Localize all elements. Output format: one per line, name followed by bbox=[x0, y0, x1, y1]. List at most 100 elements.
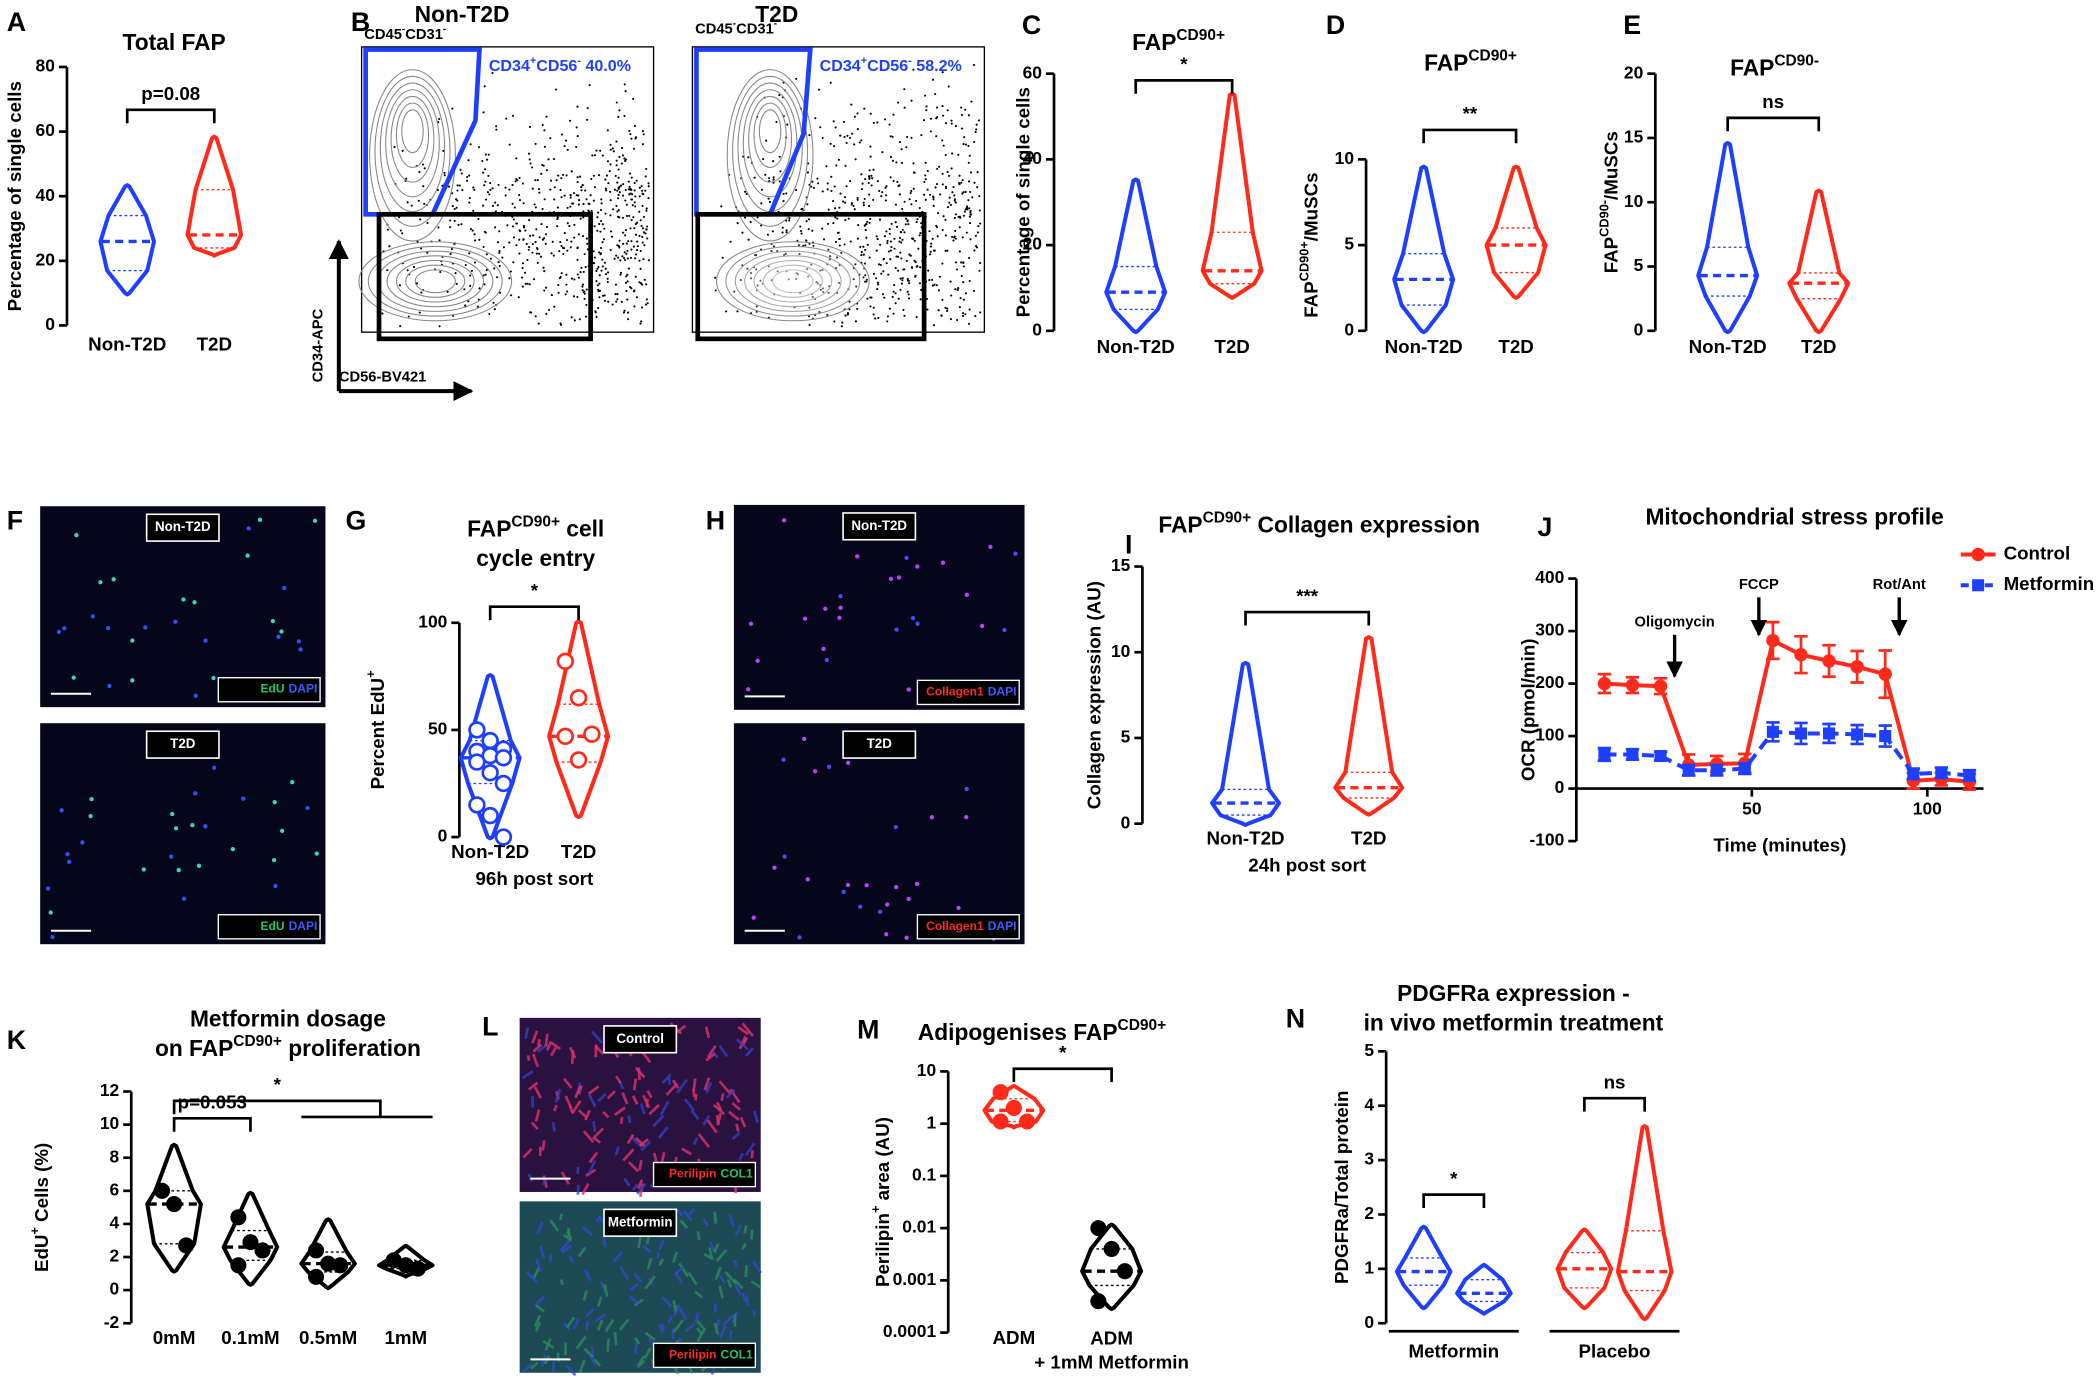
event-dot bbox=[903, 88, 906, 91]
event-dot bbox=[615, 254, 618, 257]
cell-texture bbox=[606, 1338, 610, 1352]
event-dot bbox=[806, 203, 809, 206]
event-dot bbox=[438, 325, 441, 328]
event-dot bbox=[862, 245, 865, 248]
event-dot bbox=[616, 298, 619, 301]
event-dot bbox=[892, 179, 895, 183]
event-dot bbox=[964, 313, 967, 316]
cell-texture bbox=[712, 1104, 726, 1116]
text-part: + 1mM Metformin bbox=[1034, 1352, 1189, 1373]
nucleus bbox=[89, 796, 94, 802]
event-dot bbox=[878, 218, 882, 221]
event-dot bbox=[484, 273, 487, 276]
event-dot bbox=[595, 149, 598, 152]
cell-texture bbox=[672, 1251, 679, 1263]
event-dot bbox=[615, 159, 618, 162]
nucleus bbox=[826, 764, 832, 769]
event-dot bbox=[626, 298, 629, 301]
marker bbox=[1766, 725, 1779, 738]
cell-texture bbox=[570, 1050, 575, 1064]
cell-texture bbox=[562, 1077, 573, 1089]
annotation: Oligomycin bbox=[1635, 615, 1715, 631]
event-dot bbox=[941, 262, 944, 265]
event-dot bbox=[418, 311, 421, 314]
event-dot bbox=[513, 206, 516, 209]
event-dot bbox=[844, 219, 847, 222]
y-tick-label: 10 bbox=[100, 1113, 119, 1133]
event-dot bbox=[942, 144, 945, 147]
event-dot bbox=[888, 123, 891, 126]
event-dot bbox=[935, 226, 939, 229]
contour bbox=[753, 102, 787, 168]
significance-bracket bbox=[1244, 610, 1371, 626]
cell-texture bbox=[644, 1331, 656, 1342]
event-dot bbox=[575, 194, 578, 197]
event-dot bbox=[938, 275, 941, 278]
annotation: Rot/Ant bbox=[1873, 577, 1926, 593]
event-dot bbox=[869, 217, 872, 221]
x-tick-label: T2D bbox=[1801, 336, 1836, 357]
x-tick-label: ADM bbox=[992, 1327, 1035, 1348]
tile-label: Control bbox=[616, 1031, 664, 1046]
y-tick-label: 100 bbox=[1535, 725, 1564, 745]
event-dot bbox=[749, 272, 753, 275]
event-dot bbox=[552, 254, 555, 257]
event-dot bbox=[876, 180, 880, 183]
significance-bracket bbox=[1726, 116, 1821, 132]
cell-texture bbox=[657, 1239, 665, 1251]
event-dot bbox=[483, 230, 486, 233]
tile-label-box bbox=[603, 1208, 678, 1237]
cell-texture bbox=[527, 1173, 533, 1182]
event-dot bbox=[800, 232, 803, 235]
panel-letter: D bbox=[1326, 10, 1345, 40]
event-dot bbox=[536, 261, 539, 264]
event-dot bbox=[534, 142, 537, 145]
event-dot bbox=[624, 234, 627, 237]
event-dot bbox=[623, 258, 627, 262]
text-part: Cells (%) bbox=[31, 1143, 52, 1227]
event-dot bbox=[524, 282, 527, 285]
y-axis-label: Percent EdU+ bbox=[363, 670, 388, 789]
y-tick-label: 60 bbox=[1023, 62, 1042, 82]
event-dot bbox=[473, 233, 476, 236]
event-dot bbox=[576, 181, 579, 184]
event-dot bbox=[531, 251, 534, 254]
event-dot bbox=[846, 312, 850, 315]
event-dot bbox=[644, 189, 647, 192]
cell-texture bbox=[602, 1111, 610, 1119]
event-dot bbox=[538, 236, 541, 239]
event-dot bbox=[898, 240, 901, 243]
event-dot bbox=[961, 179, 964, 182]
marker bbox=[1794, 727, 1807, 740]
data-point bbox=[254, 1242, 271, 1259]
stain-legend-box bbox=[652, 1161, 757, 1188]
nucleus bbox=[245, 553, 250, 558]
event-dot bbox=[474, 239, 477, 242]
event-dot bbox=[919, 298, 922, 301]
event-dot bbox=[968, 215, 971, 218]
event-dot bbox=[974, 130, 977, 134]
event-dot bbox=[463, 288, 466, 291]
event-dot bbox=[839, 192, 842, 195]
event-dot bbox=[629, 133, 632, 136]
event-dot bbox=[856, 128, 859, 131]
event-dot bbox=[595, 280, 598, 283]
event-dot bbox=[925, 109, 928, 112]
event-dot bbox=[641, 130, 644, 133]
cell-texture bbox=[623, 1177, 631, 1187]
data-point bbox=[1116, 1263, 1133, 1280]
event-dot bbox=[560, 244, 563, 248]
cell-texture bbox=[679, 1219, 689, 1229]
event-dot bbox=[600, 219, 603, 223]
event-dot bbox=[569, 246, 572, 249]
cell-texture bbox=[639, 1138, 649, 1147]
event-dot bbox=[909, 191, 912, 195]
event-dot bbox=[898, 193, 901, 196]
event-dot bbox=[743, 190, 747, 193]
event-dot bbox=[926, 188, 929, 191]
event-dot bbox=[956, 318, 959, 322]
event-dot bbox=[636, 245, 639, 248]
event-dot bbox=[535, 228, 538, 231]
cell-texture bbox=[703, 1252, 714, 1261]
event-dot bbox=[617, 176, 620, 179]
